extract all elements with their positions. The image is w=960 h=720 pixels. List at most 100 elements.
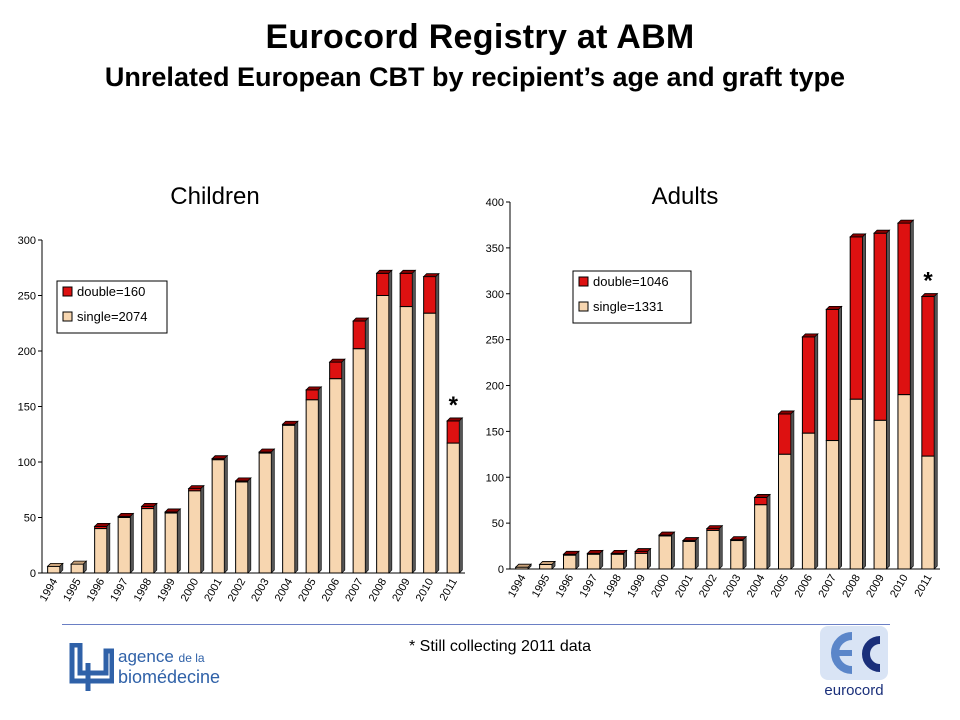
adults-bar-side — [910, 219, 914, 570]
adults-bar-double — [873, 232, 887, 421]
adults-bar-single — [849, 398, 864, 570]
adults-bar-single — [754, 504, 768, 570]
adults-bar-single — [706, 529, 720, 570]
adults-bar-double — [897, 222, 911, 396]
adults-legend-label-single: single=1331 — [593, 299, 663, 314]
adults-bar-single — [539, 563, 553, 570]
adults-bar-side — [766, 493, 771, 570]
adults-bar-side — [671, 531, 675, 570]
children-legend: double=160 single=2074 — [56, 280, 168, 334]
adults-bar-side — [862, 233, 866, 570]
abm-logo-text-line1: agence de la — [118, 647, 205, 666]
children-y-tick-label: 0 — [30, 568, 36, 580]
adults-x-tick-label: 2006 — [793, 573, 816, 600]
adults-x-tick-label: 2008 — [840, 573, 863, 600]
children-chart-title: Children — [170, 183, 260, 210]
children-bar-side — [294, 420, 299, 574]
adults-legend-swatch-single — [578, 301, 589, 312]
adults-x-tick-label: 1998 — [601, 573, 624, 600]
adults-x-tick-label: 2010 — [888, 573, 911, 600]
adults-y-tick-label: 200 — [486, 381, 504, 393]
footer-divider — [62, 624, 890, 625]
children-legend-label-double: double=160 — [77, 284, 145, 299]
children-bar-side — [177, 508, 181, 574]
adults-bar-single — [610, 553, 625, 570]
adults-legend-swatch-double — [578, 276, 589, 287]
children-bar-side — [388, 269, 393, 574]
adults-y-tick-label: 150 — [486, 426, 504, 438]
children-annotation-star: * — [449, 392, 459, 419]
adults-bar-double — [825, 308, 840, 442]
adults-bar-side — [838, 305, 843, 570]
adults-bar-double — [921, 296, 935, 457]
adults-bar-side — [886, 229, 890, 570]
children-y-tick-label: 150 — [18, 402, 36, 414]
children-y-tick-label: 100 — [18, 457, 36, 469]
adults-bar-double — [849, 236, 864, 400]
adults-bar-side — [718, 524, 723, 570]
adults-bar-side — [933, 292, 938, 570]
children-bar-side — [271, 448, 275, 574]
adults-bar-side — [742, 535, 747, 570]
children-legend-label-single: single=2074 — [77, 309, 147, 324]
abm-logo-mark-icon — [69, 642, 115, 691]
slide-subtitle: Unrelated European CBT by recipient’s ag… — [104, 62, 846, 92]
children-bar-side — [224, 454, 228, 574]
adults-bar-side — [814, 333, 819, 570]
adults-bar-single — [634, 552, 649, 570]
slide-title: Eurocord Registry at ABM — [265, 18, 695, 56]
children-bar-side — [83, 560, 87, 574]
adults-x-tick-label: 2011 — [912, 573, 934, 599]
children-bar-side — [318, 386, 322, 574]
adults-y-tick-label: 350 — [486, 243, 504, 255]
eurocord-logo-text: eurocord — [824, 682, 884, 699]
adults-x-tick-label: 2004 — [745, 573, 768, 600]
adults-x-tick-label: 2002 — [697, 573, 720, 600]
adults-bar-side — [551, 560, 556, 570]
children-bar-side — [412, 269, 416, 574]
adults-annotation-star: * — [923, 268, 933, 295]
adults-y-tick-label: 100 — [486, 472, 504, 484]
children-legend-swatch-single — [62, 311, 73, 322]
children-legend-swatch-double — [62, 286, 73, 297]
adults-y-tick-label: 300 — [486, 289, 504, 301]
adults-x-tick-label: 1994 — [506, 573, 529, 600]
adults-bar-single — [730, 540, 744, 570]
adults-bar-side — [527, 563, 532, 570]
adults-bar-single — [586, 553, 601, 570]
adults-x-tick-label: 2007 — [816, 573, 839, 600]
adults-x-tick-label: 1997 — [578, 573, 601, 600]
adults-bar-single — [921, 455, 935, 570]
adults-bar-single — [682, 540, 696, 570]
adults-bar-double — [801, 336, 816, 434]
children-bar-side — [200, 484, 205, 574]
adults-bar-single — [897, 394, 911, 570]
adults-bar-double — [754, 496, 768, 506]
adults-y-tick-label: 50 — [492, 518, 504, 530]
children-bar-side — [459, 417, 463, 574]
adults-bar-side — [623, 549, 628, 570]
adults-legend-box — [572, 270, 692, 324]
children-bar-side — [106, 522, 111, 574]
adults-bar-side — [599, 549, 604, 570]
adults-x-tick-label: 2001 — [673, 573, 696, 600]
adults-bar-single — [563, 554, 577, 570]
adults-bar-double — [778, 413, 792, 455]
adults-chart: 0 50 100 150 200 250 300 350 400 1994 1995 1996 1997… — [486, 197, 940, 600]
adults-bar-single — [778, 453, 792, 570]
children-y-tick-label: 250 — [18, 291, 36, 303]
adults-bar-single — [658, 535, 672, 570]
children-bar-side — [247, 477, 252, 574]
adults-y-tick-label: 400 — [486, 197, 504, 209]
children-bar-side — [365, 317, 369, 574]
children-bar-side — [341, 358, 346, 574]
adults-x-tick-label: 1999 — [625, 573, 648, 600]
eurocord-logo: eurocord — [818, 624, 890, 706]
children-y-tick-label: 200 — [18, 346, 36, 358]
children-bar-side — [130, 512, 134, 574]
adults-y-tick-label: 0 — [498, 564, 504, 576]
adults-bar-side — [575, 550, 580, 570]
adults-bar-single — [873, 419, 887, 570]
adults-bar-single — [801, 432, 816, 570]
